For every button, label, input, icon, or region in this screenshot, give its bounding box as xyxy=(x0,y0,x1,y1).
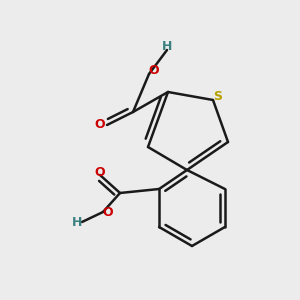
Text: O: O xyxy=(95,166,105,178)
Text: O: O xyxy=(95,118,105,131)
Text: S: S xyxy=(214,91,223,103)
Text: O: O xyxy=(149,64,159,77)
Text: O: O xyxy=(103,206,113,218)
Text: H: H xyxy=(72,215,82,229)
Text: H: H xyxy=(162,40,172,53)
